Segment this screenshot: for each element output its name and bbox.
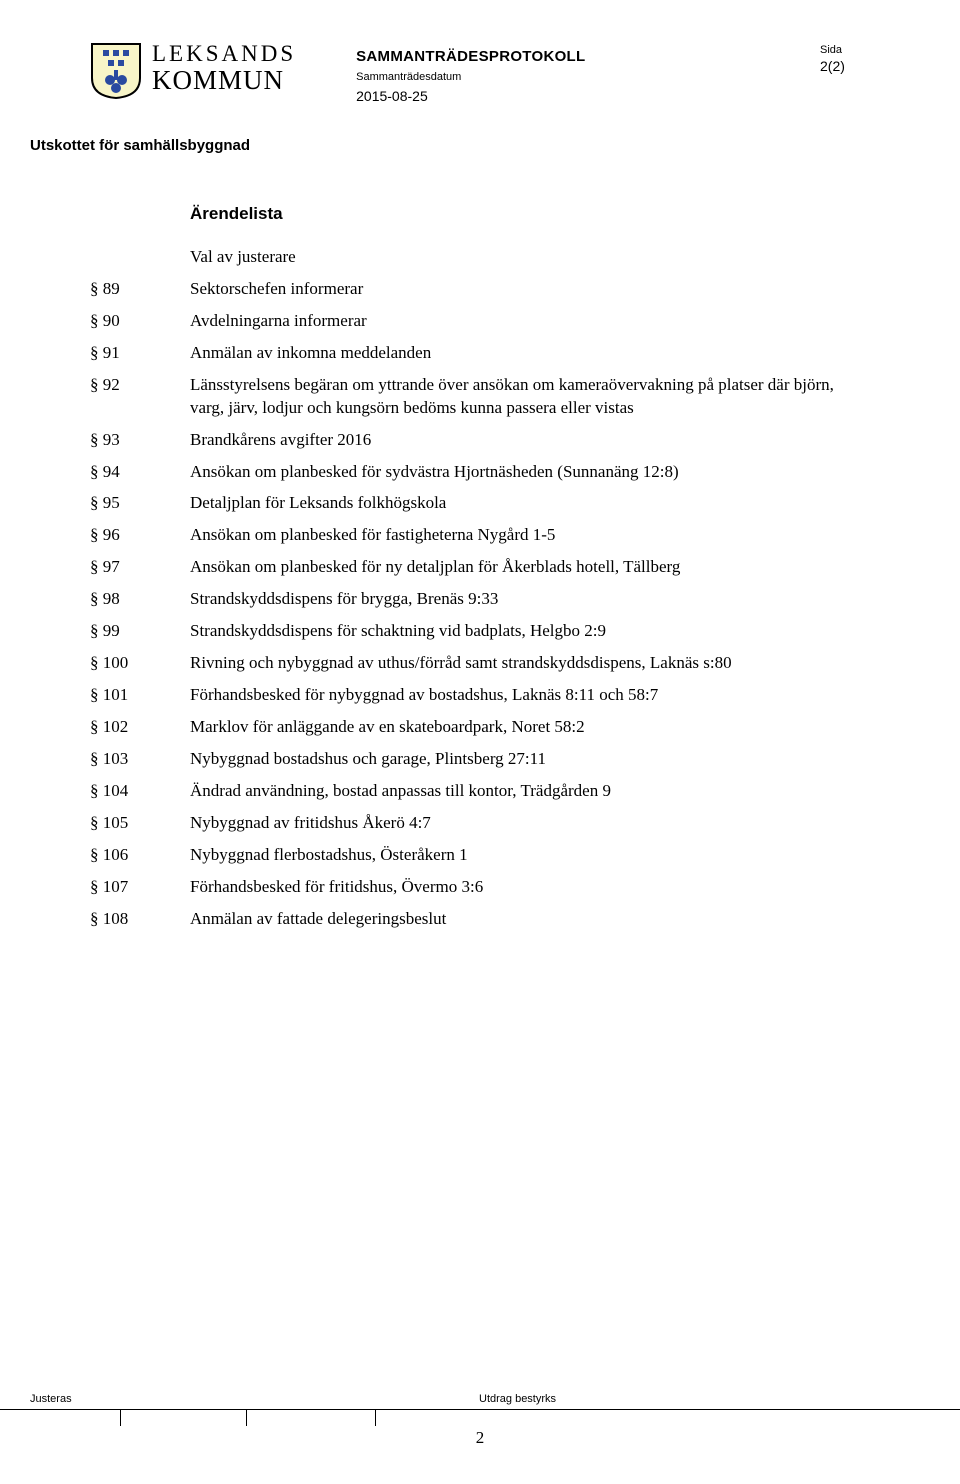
agenda-item-desc: Anmälan av fattade delegeringsbeslut — [190, 908, 870, 931]
agenda-item-desc: Sektorschefen informerar — [190, 278, 870, 301]
agenda-list: Val av justerare§ 89Sektorschefen inform… — [90, 246, 870, 931]
doc-sublabel: Sammanträdesdatum — [356, 70, 820, 85]
agenda-item-number: § 97 — [90, 556, 190, 579]
doc-date: 2015-08-25 — [356, 87, 820, 107]
footer-tick — [246, 1410, 247, 1426]
agenda-item-number — [90, 246, 190, 269]
footer: Justeras Utdrag bestyrks 2 — [0, 1393, 960, 1454]
agenda-item-desc: Nybyggnad av fritidshus Åkerö 4:7 — [190, 812, 870, 835]
agenda-item-desc: Ansökan om planbesked för sydvästra Hjor… — [190, 461, 870, 484]
agenda-item-desc: Strandskyddsdispens för brygga, Brenäs 9… — [190, 588, 870, 611]
agenda-item-number: § 96 — [90, 524, 190, 547]
agenda-item-desc: Val av justerare — [190, 246, 870, 269]
doc-meta: SAMMANTRÄDESPROTOKOLL Sammanträdesdatum … — [296, 46, 820, 107]
agenda-item-desc: Nybyggnad flerbostadshus, Österåkern 1 — [190, 844, 870, 867]
footer-right-label: Utdrag bestyrks — [471, 1393, 930, 1405]
agenda-item-desc: Marklov för anläggande av en skateboardp… — [190, 716, 870, 739]
agenda-item-desc: Anmälan av inkomna meddelanden — [190, 342, 870, 365]
org-name-line2: KOMMUN — [152, 67, 296, 94]
page-label: Sida — [820, 44, 870, 56]
footer-left-label: Justeras — [30, 1393, 471, 1405]
page-info: Sida 2(2) — [820, 44, 870, 74]
agenda-item-desc: Brandkårens avgifter 2016 — [190, 429, 870, 452]
org-block: LEKSANDS KOMMUN — [90, 42, 296, 105]
footer-tick — [120, 1410, 121, 1426]
agenda-item-desc: Länsstyrelsens begäran om yttrande över … — [190, 374, 870, 420]
agenda-item-desc: Nybyggnad bostadshus och garage, Plintsb… — [190, 748, 870, 771]
agenda-item-desc: Förhandsbesked för nybyggnad av bostadsh… — [190, 684, 870, 707]
agenda-item-number: § 104 — [90, 780, 190, 803]
footer-page-number: 2 — [476, 1428, 485, 1448]
footer-tick — [375, 1410, 376, 1426]
agenda-title: Ärendelista — [190, 204, 870, 224]
agenda-item-desc: Rivning och nybyggnad av uthus/förråd sa… — [190, 652, 870, 675]
agenda-item-number: § 91 — [90, 342, 190, 365]
agenda-item-number: § 107 — [90, 876, 190, 899]
org-name-line1: LEKSANDS — [152, 42, 296, 65]
agenda-item-desc: Ansökan om planbesked för fastigheterna … — [190, 524, 870, 547]
org-text: LEKSANDS KOMMUN — [152, 42, 296, 94]
agenda-item-desc: Avdelningarna informerar — [190, 310, 870, 333]
agenda-item-number: § 106 — [90, 844, 190, 867]
agenda-item-number: § 94 — [90, 461, 190, 484]
agenda-item-number: § 105 — [90, 812, 190, 835]
agenda-item-desc: Förhandsbesked för fritidshus, Övermo 3:… — [190, 876, 870, 899]
agenda-item-number: § 92 — [90, 374, 190, 420]
agenda-item-number: § 89 — [90, 278, 190, 301]
agenda-item-number: § 99 — [90, 620, 190, 643]
agenda-item-desc: Ansökan om planbesked för ny detaljplan … — [190, 556, 870, 579]
header: LEKSANDS KOMMUN SAMMANTRÄDESPROTOKOLL Sa… — [90, 42, 870, 107]
page: LEKSANDS KOMMUN SAMMANTRÄDESPROTOKOLL Sa… — [0, 0, 960, 1484]
agenda-item-number: § 108 — [90, 908, 190, 931]
committee-name: Utskottet för samhällsbyggnad — [30, 137, 870, 154]
agenda-item-desc: Ändrad användning, bostad anpassas till … — [190, 780, 870, 803]
agenda-item-number: § 103 — [90, 748, 190, 771]
page-number: 2(2) — [820, 58, 870, 74]
agenda-item-desc: Detaljplan för Leksands folkhögskola — [190, 492, 870, 515]
doc-title: SAMMANTRÄDESPROTOKOLL — [356, 46, 820, 67]
agenda-item-desc: Strandskyddsdispens för schaktning vid b… — [190, 620, 870, 643]
agenda-item-number: § 98 — [90, 588, 190, 611]
coat-of-arms-icon — [90, 42, 142, 105]
agenda-item-number: § 102 — [90, 716, 190, 739]
agenda-item-number: § 90 — [90, 310, 190, 333]
agenda-item-number: § 93 — [90, 429, 190, 452]
agenda-item-number: § 100 — [90, 652, 190, 675]
agenda-item-number: § 95 — [90, 492, 190, 515]
agenda-item-number: § 101 — [90, 684, 190, 707]
